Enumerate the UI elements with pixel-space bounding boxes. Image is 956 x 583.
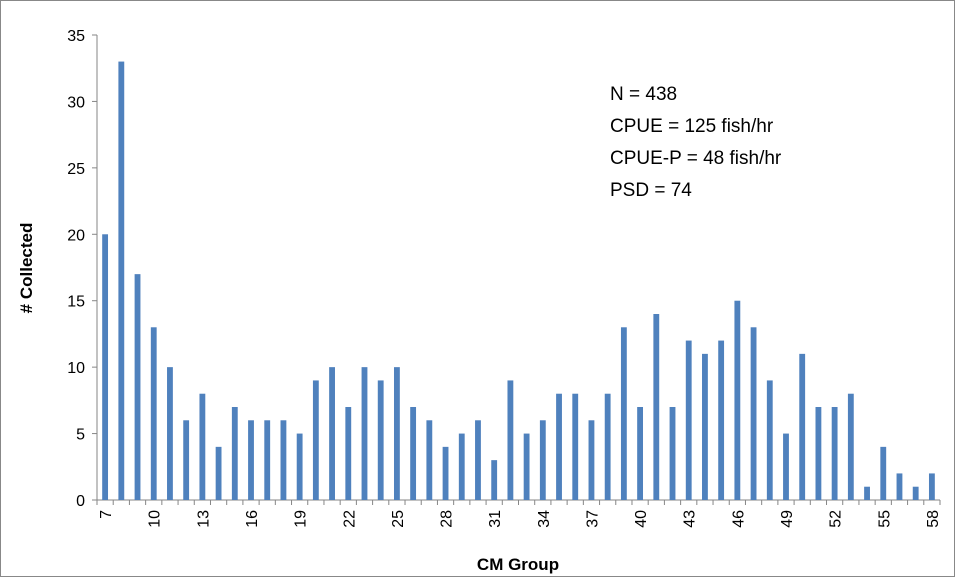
bar [750, 327, 757, 500]
bar [150, 327, 157, 500]
bar [410, 407, 417, 500]
x-tick-label: 25 [390, 510, 407, 528]
bar [491, 460, 498, 500]
x-tick-label: 58 [925, 510, 942, 528]
bar [539, 420, 546, 500]
annotation: PSD = 74 [610, 180, 692, 201]
bar [702, 353, 708, 500]
bar [507, 380, 514, 500]
bar [361, 367, 368, 500]
bar [377, 380, 384, 500]
bar [637, 407, 644, 500]
y-tick-label: 30 [67, 94, 85, 111]
y-tick-label: 5 [76, 427, 85, 444]
x-tick-label: 49 [779, 510, 796, 528]
x-tick-label: 7 [98, 510, 115, 519]
bar [766, 380, 773, 500]
x-tick-label: 52 [828, 510, 845, 528]
x-tick-label: 22 [341, 510, 358, 528]
bar [134, 274, 141, 500]
bar [620, 327, 627, 500]
bar [912, 486, 919, 500]
x-tick-label: 31 [487, 510, 504, 528]
bar [312, 380, 319, 500]
x-tick-label: 55 [876, 510, 893, 528]
annotation: CPUE = 125 fish/hr [610, 116, 774, 137]
bar [799, 353, 806, 500]
bar [718, 340, 725, 500]
bar [880, 446, 887, 500]
bar [199, 393, 206, 500]
bar [572, 393, 579, 500]
bar [831, 407, 838, 500]
bar [442, 446, 449, 500]
bar [231, 407, 238, 500]
x-tick-label: 37 [584, 510, 601, 528]
y-axis-label: # Collected [17, 223, 36, 314]
bar [102, 234, 109, 501]
annotation: CPUE-P = 48 fish/hr [610, 148, 782, 169]
bar [118, 61, 125, 500]
y-tick-label: 0 [76, 493, 85, 510]
x-tick-label: 19 [293, 510, 310, 528]
bar [296, 433, 303, 500]
x-tick-label: 28 [439, 510, 456, 528]
bar [669, 407, 676, 500]
bar [847, 393, 854, 500]
bar [458, 433, 465, 500]
bar [264, 420, 271, 500]
bar [183, 420, 190, 500]
bar [653, 314, 660, 500]
x-tick-label: 34 [536, 510, 553, 528]
x-tick-label: 43 [682, 510, 699, 528]
x-tick-label: 13 [195, 510, 212, 528]
bar [815, 407, 822, 500]
bar [604, 393, 611, 500]
bar [426, 420, 433, 500]
bar [928, 473, 935, 500]
bar [167, 367, 173, 500]
x-tick-label: 10 [147, 510, 164, 528]
bar [475, 420, 481, 500]
bar [329, 367, 335, 500]
bar [896, 473, 903, 500]
bar [864, 486, 870, 500]
bar [685, 340, 692, 500]
bar [523, 433, 530, 500]
bar [280, 420, 287, 500]
y-tick-label: 10 [67, 360, 85, 377]
bar [556, 393, 562, 500]
bar [734, 300, 741, 500]
y-tick-label: 15 [67, 294, 85, 311]
x-tick-label: 40 [633, 510, 650, 528]
annotation: N = 438 [610, 84, 677, 105]
x-axis-label: CM Group [477, 555, 559, 574]
bar [248, 420, 254, 500]
bar [588, 420, 595, 500]
bar [393, 367, 400, 500]
y-tick-label: 20 [67, 227, 85, 244]
bar [345, 407, 352, 500]
x-tick-label: 46 [730, 510, 747, 528]
y-tick-label: 35 [67, 28, 85, 45]
y-tick-label: 25 [67, 161, 85, 178]
x-tick-label: 16 [244, 510, 261, 528]
bar [783, 433, 789, 500]
bar [215, 446, 222, 500]
